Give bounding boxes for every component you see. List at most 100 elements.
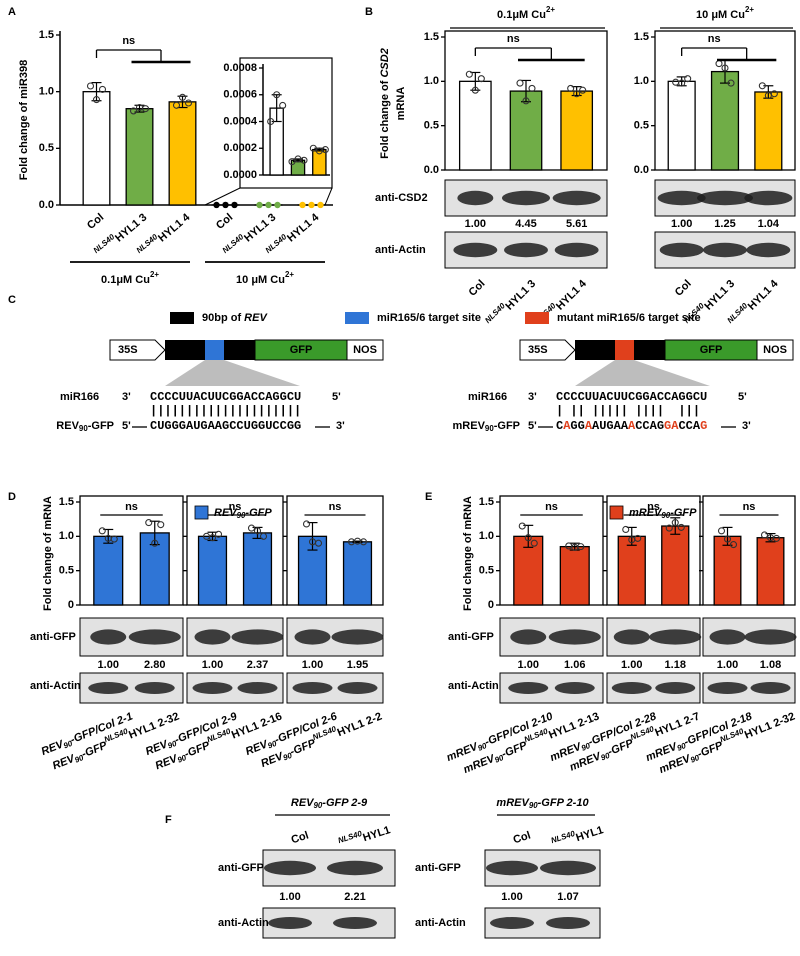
data-point	[308, 201, 315, 209]
text-part: 90	[176, 753, 188, 765]
text-part: Fold change of	[379, 78, 391, 159]
bar	[93, 535, 124, 606]
data-point	[213, 201, 220, 209]
blot-band	[548, 629, 601, 645]
y-tick-label: 0.0006	[223, 89, 257, 101]
data-point	[665, 524, 673, 532]
zoom-line	[324, 187, 333, 206]
bar	[197, 535, 228, 606]
text-part: REV	[214, 507, 238, 519]
text-part: 90	[661, 511, 670, 520]
bar	[82, 91, 111, 206]
y-tick-label: 0	[68, 599, 74, 611]
legend-swatch	[525, 312, 549, 324]
legend-swatch	[609, 505, 624, 520]
blot-band	[134, 682, 175, 694]
y-tick-label: 0.0000	[223, 169, 257, 181]
text-part: mREV	[496, 797, 530, 809]
y-tick-label: 1.5	[424, 31, 439, 43]
quantity: 1.25	[714, 218, 735, 230]
data-point	[729, 541, 738, 549]
quantity: 1.18	[665, 659, 686, 671]
text-part: REV	[259, 750, 286, 770]
condition-header: 10 μM Cu2+	[696, 5, 754, 21]
data-point	[622, 525, 630, 534]
significance-label: ns	[329, 501, 342, 513]
blot-band	[611, 682, 652, 694]
lane-label: NLS40HYL1	[337, 820, 392, 851]
quantity: 1.00	[202, 659, 223, 671]
construct-header: REV90-GFP 2-9	[291, 797, 368, 810]
data-point	[151, 539, 159, 547]
bar	[125, 108, 154, 206]
text-part: -GFP	[670, 507, 697, 519]
y-tick-label: 1.0	[479, 530, 494, 542]
data-point	[299, 201, 306, 209]
text-part: -GFP	[245, 507, 272, 519]
data-point	[317, 201, 324, 209]
text-part: REV	[291, 797, 315, 809]
antibody-label: anti-GFP	[30, 631, 76, 643]
legend-label: miR165/6 target site	[377, 312, 481, 324]
data-point	[524, 534, 532, 542]
text-part: 90	[529, 801, 538, 810]
blot-band	[750, 682, 791, 694]
blot-band	[490, 917, 534, 929]
y-axis-title: Fold change of CSD2	[379, 48, 391, 159]
mirna-name: miR166	[468, 391, 507, 403]
quantity: 2.80	[144, 659, 165, 671]
text-part: HYL1 4	[156, 211, 193, 245]
blot-band	[546, 917, 590, 929]
blot-band	[294, 629, 331, 645]
legend-label: mREV90-GFP	[629, 507, 697, 520]
y-tick-label: 0.5	[479, 565, 494, 577]
sequence-part: G	[700, 419, 707, 433]
data-point	[723, 535, 732, 543]
blot-band	[333, 917, 377, 929]
significance-label: ns	[708, 33, 721, 45]
quantity: 5.61	[566, 218, 587, 230]
data-point	[760, 531, 769, 539]
y-tick-label: 1.5	[59, 496, 74, 508]
legend-label: REV90-GFP	[214, 507, 272, 520]
data-point	[678, 79, 686, 87]
data-point	[172, 101, 181, 109]
group-label: 0.1μM Cu2+	[101, 270, 159, 286]
target-sequence: CUGGGAUGAAGCCUGGUCCGG	[150, 419, 301, 433]
x-tick-label: NLS40HYL1 4	[726, 274, 782, 330]
text-part: 90	[580, 741, 592, 753]
blot-band	[657, 190, 706, 206]
text-part: REV	[154, 752, 181, 772]
data-point	[92, 96, 101, 104]
plot-frame	[79, 495, 184, 606]
text-part: CSD2	[379, 48, 391, 77]
text-part: HYL1	[574, 824, 604, 844]
target-name: mREV90-GFP	[453, 420, 520, 433]
text-part: 90	[282, 751, 294, 763]
seq-end: 5'	[332, 391, 341, 403]
bar	[754, 91, 783, 171]
target-sequence: CAGGAAUGAAACCAGGACCAG	[556, 419, 707, 433]
quantity: 1.00	[501, 891, 522, 903]
antibody-label: anti-GFP	[218, 862, 264, 874]
antibody-label: anti-GFP	[448, 631, 494, 643]
seq-end: 5'	[738, 391, 747, 403]
panel-letter: F	[165, 814, 172, 826]
significance-label: ns	[647, 501, 660, 513]
text-part: 90	[314, 801, 323, 810]
text-part: 90	[485, 424, 494, 433]
text-part: REV	[40, 738, 67, 758]
blot-band	[457, 190, 494, 206]
blot-band	[659, 242, 704, 258]
quantity: 1.00	[621, 659, 642, 671]
y-tick-label: 0.0	[39, 199, 54, 211]
data-point	[98, 527, 106, 535]
data-point	[465, 70, 473, 78]
blot-band	[88, 682, 129, 694]
quantity: 2.21	[344, 891, 365, 903]
y-tick-label: 0.5	[634, 120, 649, 132]
quantity: 1.00	[717, 659, 738, 671]
text-part: -GFP 2-10	[538, 797, 590, 809]
quantity: 1.06	[564, 659, 585, 671]
